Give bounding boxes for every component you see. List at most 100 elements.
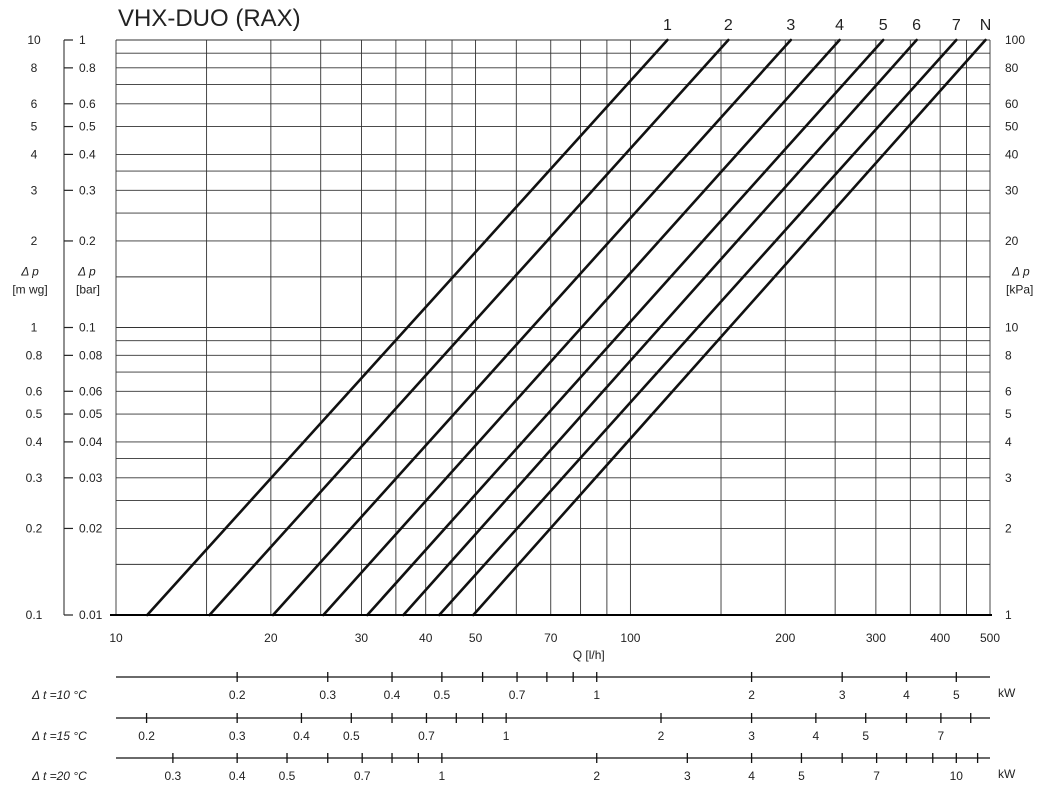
power-label-1-5: 1 <box>503 729 510 743</box>
x-tick-label-4: 50 <box>469 631 483 645</box>
power-label-0-6: 2 <box>748 688 755 702</box>
bar-tick-label-12: 0.6 <box>79 97 96 111</box>
bar-tick-label-13: 0.8 <box>79 61 96 75</box>
bar-tick-label-5: 0.06 <box>79 384 103 398</box>
power-label-2-7: 4 <box>748 769 755 783</box>
power-label-2-6: 3 <box>684 769 691 783</box>
bar-tick-label-7: 0.1 <box>79 321 96 335</box>
power-label-0-1: 0.3 <box>319 688 336 702</box>
power-label-0-2: 0.4 <box>384 688 401 702</box>
power-scale-unit-0: kW <box>998 686 1016 700</box>
mwg-tick-label-2: 0.3 <box>26 471 43 485</box>
mwg-tick-label-8: 2 <box>31 234 38 248</box>
power-scale-title-1: Δ t =15 °C <box>31 729 87 743</box>
curve-label-7: 7 <box>952 17 961 34</box>
mwg-tick-label-4: 0.5 <box>26 407 43 421</box>
curve-layer: 1 2 3 4 5 6 7 N <box>145 17 991 617</box>
power-label-0-0: 0.2 <box>229 688 246 702</box>
power-label-1-6: 2 <box>658 729 665 743</box>
bar-tick-label-9: 0.3 <box>79 183 96 197</box>
mwg-tick-label-11: 5 <box>31 120 38 134</box>
axis-layer: 10 20 30 40 50 70 100 200 300 400 500 Q [l/h] 0.01 0.… <box>12 33 1033 662</box>
mwg-tick-label-12: 6 <box>31 97 38 111</box>
chart-title: VHX-DUO (RAX) <box>118 5 301 32</box>
x-tick-label-6: 100 <box>620 631 640 645</box>
curve-4 <box>322 38 841 617</box>
curve-n <box>472 38 987 617</box>
power-label-0-7: 3 <box>839 688 846 702</box>
x-tick-label-5: 70 <box>544 631 558 645</box>
x-tick-label-0: 10 <box>109 631 123 645</box>
power-label-2-3: 0.7 <box>354 769 371 783</box>
bar-tick-label-10: 0.4 <box>79 147 96 161</box>
power-label-1-8: 4 <box>813 729 820 743</box>
kpa-tick-label-11: 50 <box>1005 120 1019 134</box>
mwg-axis-unit: [m wg] <box>12 283 47 297</box>
kpa-tick-label-0: 1 <box>1005 608 1012 622</box>
power-label-0-3: 0.5 <box>434 688 451 702</box>
power-label-2-10: 10 <box>950 769 964 783</box>
kpa-tick-label-3: 4 <box>1005 435 1012 449</box>
curve-label-1: 1 <box>663 17 672 34</box>
mwg-tick-label-3: 0.4 <box>26 435 43 449</box>
kpa-tick-label-14: 100 <box>1005 33 1025 47</box>
x-tick-label-2: 30 <box>355 631 369 645</box>
curve-label-4: 4 <box>835 17 844 34</box>
bar-tick-label-6: 0.08 <box>79 348 103 362</box>
kpa-tick-label-4: 5 <box>1005 407 1012 421</box>
curve-3 <box>271 38 793 617</box>
mwg-tick-label-13: 8 <box>31 61 38 75</box>
curve-6 <box>402 38 918 617</box>
power-scale-unit-2: kW <box>998 767 1016 781</box>
bar-tick-label-2: 0.03 <box>79 471 103 485</box>
kpa-axis-title: Δ p <box>1011 265 1030 279</box>
power-label-2-9: 7 <box>873 769 880 783</box>
curve-label-2: 2 <box>724 17 733 34</box>
power-label-2-8: 5 <box>798 769 805 783</box>
power-label-0-9: 5 <box>953 688 960 702</box>
x-tick-label-7: 200 <box>775 631 795 645</box>
power-label-1-7: 3 <box>748 729 755 743</box>
x-tick-label-3: 40 <box>419 631 433 645</box>
bar-tick-label-4: 0.05 <box>79 407 103 421</box>
power-label-2-2: 0.5 <box>279 769 296 783</box>
power-label-1-1: 0.3 <box>229 729 246 743</box>
kpa-tick-label-10: 40 <box>1005 147 1019 161</box>
x-tick-label-1: 20 <box>264 631 278 645</box>
kpa-tick-label-1: 2 <box>1005 521 1012 535</box>
kpa-tick-label-8: 20 <box>1005 234 1019 248</box>
power-label-2-0: 0.3 <box>165 769 182 783</box>
mwg-tick-label-10: 4 <box>31 147 38 161</box>
kpa-tick-label-2: 3 <box>1005 471 1012 485</box>
kpa-tick-label-12: 60 <box>1005 97 1019 111</box>
kpa-tick-label-13: 80 <box>1005 61 1019 75</box>
curve-2 <box>208 38 730 617</box>
x-tick-label-9: 400 <box>930 631 950 645</box>
bar-tick-label-0: 0.01 <box>79 608 103 622</box>
bar-axis-unit: [bar] <box>76 283 100 297</box>
grid-layer <box>115 39 991 616</box>
x-axis-title: Q [l/h] <box>573 648 605 662</box>
power-label-2-4: 1 <box>439 769 446 783</box>
mwg-tick-label-6: 0.8 <box>26 348 43 362</box>
power-label-1-10: 7 <box>938 729 945 743</box>
power-label-0-4: 0.7 <box>509 688 526 702</box>
power-scale-title-2: Δ t =20 °C <box>31 769 87 783</box>
curve-label-6: 6 <box>912 17 921 34</box>
bar-tick-label-14: 1 <box>79 33 86 47</box>
power-label-1-2: 0.4 <box>293 729 310 743</box>
power-label-0-8: 4 <box>903 688 910 702</box>
power-label-1-0: 0.2 <box>138 729 155 743</box>
x-tick-label-10: 500 <box>980 631 1000 645</box>
curve-7 <box>437 38 958 617</box>
mwg-tick-label-7: 1 <box>31 321 38 335</box>
mwg-tick-label-5: 0.6 <box>26 384 43 398</box>
curve-1 <box>145 38 669 617</box>
curve-5 <box>366 38 885 617</box>
mwg-tick-label-14: 10 <box>27 33 41 47</box>
kpa-tick-label-9: 30 <box>1005 183 1019 197</box>
power-label-1-9: 5 <box>862 729 869 743</box>
kpa-tick-label-7: 10 <box>1005 321 1019 335</box>
power-scale-title-0: Δ t =10 °C <box>31 688 87 702</box>
